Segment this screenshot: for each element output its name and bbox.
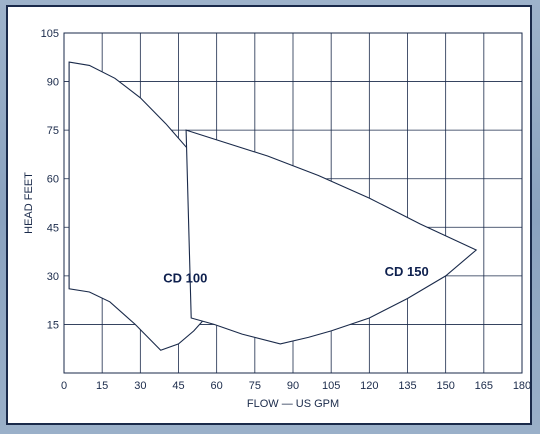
x-tick-label: 15	[96, 380, 108, 392]
x-tick-label: 90	[287, 380, 299, 392]
y-tick-label: 30	[47, 271, 59, 283]
x-tick-label: 0	[61, 380, 67, 392]
x-tick-label: 75	[249, 380, 261, 392]
y-tick-label: 15	[47, 319, 59, 331]
x-tick-label: 105	[322, 380, 340, 392]
x-tick-label: 150	[436, 380, 454, 392]
x-tick-label: 60	[211, 380, 223, 392]
x-tick-label: 180	[513, 380, 531, 392]
y-tick-label: 105	[41, 28, 59, 40]
chart-frame: CD 100 CD 150 0 15 30 45 60 75 90 105 120 135 150 165…	[6, 5, 532, 425]
head-flow-chart: CD 100 CD 150 0 15 30 45 60 75 90 105 120 135 150 165…	[23, 28, 531, 410]
x-tick-label: 30	[134, 380, 146, 392]
region-label: CD 150	[385, 264, 429, 279]
x-axis-label: FLOW — US GPM	[247, 398, 339, 410]
region-cd-150	[185, 129, 478, 345]
x-tick-label: 165	[475, 380, 493, 392]
y-tick-label: 90	[47, 77, 59, 89]
plot-border	[63, 32, 523, 374]
y-axis-label: HEAD FEET	[23, 172, 35, 234]
region-label: CD 100	[163, 270, 207, 285]
x-tick-label: 135	[398, 380, 416, 392]
y-tick-label: 60	[47, 174, 59, 186]
x-tick-label: 120	[360, 380, 378, 392]
y-tick-label: 75	[47, 125, 59, 137]
y-tick-label: 45	[47, 222, 59, 234]
x-tick-label: 45	[172, 380, 184, 392]
